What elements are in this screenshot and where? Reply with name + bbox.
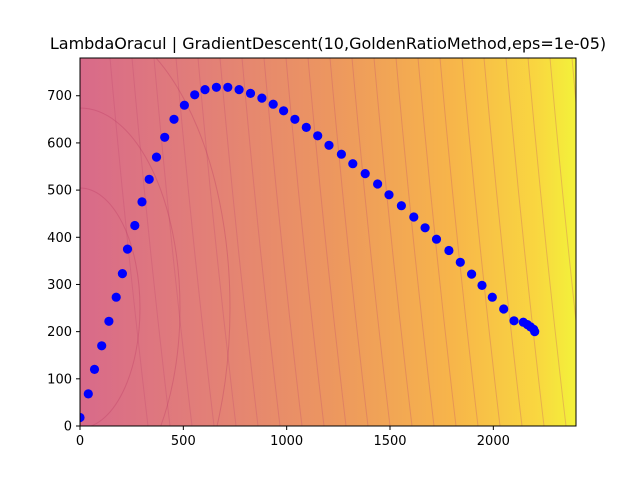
data-point [487, 292, 497, 302]
contour-ellipse [155, 58, 231, 426]
data-point [530, 327, 540, 337]
plot-frame [79, 57, 577, 427]
x-tick-label: 500 [171, 434, 196, 449]
data-point [137, 197, 147, 207]
data-point [324, 140, 334, 150]
contour-line [549, 58, 576, 326]
y-tick-label: 400 [47, 231, 72, 246]
contour-line [219, 58, 259, 426]
y-tick-label: 700 [47, 89, 72, 104]
data-point [455, 257, 465, 267]
data-point [360, 169, 370, 179]
contour-line [373, 58, 413, 426]
data-point [279, 106, 289, 116]
x-tick-label: 1000 [270, 434, 303, 449]
contour-line [439, 58, 479, 426]
contour-line [109, 58, 149, 426]
data-point [348, 159, 358, 169]
contour-ellipse [80, 107, 181, 426]
data-point [234, 85, 244, 95]
data-point [373, 179, 383, 189]
data-point [467, 269, 477, 279]
x-tick-label: 1500 [373, 434, 406, 449]
data-point [200, 85, 210, 95]
data-point [83, 389, 93, 399]
data-point [499, 304, 509, 314]
y-axis: 0 100 200 300 400 500 600 700 [47, 89, 80, 435]
contour-line [131, 58, 171, 426]
x-axis: 0 500 1000 1500 2000 [76, 426, 510, 449]
data-point [396, 201, 406, 211]
contour-line [571, 58, 576, 108]
data-point [169, 114, 179, 124]
contour-line [351, 58, 391, 426]
data-point [384, 190, 394, 200]
data-point [431, 234, 442, 244]
data-point [301, 122, 311, 132]
data-point [223, 82, 233, 92]
contour-line [527, 58, 567, 426]
data-point [245, 88, 256, 98]
data-point [509, 316, 519, 326]
data-point [122, 244, 133, 254]
x-tick-label: 2000 [477, 434, 510, 449]
contour-line [241, 58, 281, 426]
data-point [151, 152, 162, 162]
data-point [111, 292, 121, 302]
data-point [313, 131, 323, 141]
data-point [420, 223, 430, 233]
data-point [89, 364, 100, 374]
data-point [179, 100, 189, 110]
data-point [130, 220, 140, 231]
contour-line [505, 58, 545, 426]
data-point [144, 174, 154, 184]
contour-line [461, 58, 501, 426]
contour-line [285, 58, 325, 426]
chart-title: LambdaOracul | GradientDescent(10,Golden… [50, 34, 606, 53]
data-point [444, 245, 454, 256]
data-point [336, 149, 346, 159]
data-point [257, 93, 267, 103]
contour-line [197, 58, 237, 426]
contour-line [263, 58, 303, 426]
data-point [190, 90, 200, 100]
data-point [160, 132, 170, 142]
y-tick-label: 0 [64, 420, 72, 435]
data-point [290, 114, 300, 124]
y-tick-label: 100 [47, 372, 72, 387]
contour-ellipse [80, 187, 141, 426]
y-tick-label: 600 [47, 136, 72, 151]
y-tick-label: 300 [47, 278, 72, 293]
x-tick-label: 0 [76, 434, 84, 449]
contour-line [329, 58, 369, 426]
data-point [80, 412, 85, 423]
data-point [104, 316, 114, 326]
y-tick-label: 500 [47, 184, 72, 199]
contour-line [153, 58, 193, 426]
data-point [117, 269, 127, 279]
contour-line [395, 58, 435, 426]
y-tick-label: 200 [47, 325, 72, 340]
data-point [268, 99, 278, 109]
data-point [211, 82, 221, 92]
data-point [409, 212, 419, 222]
contour-background [80, 58, 576, 426]
contour-line [307, 58, 347, 426]
data-point [97, 341, 107, 351]
contour-line [483, 58, 523, 426]
data-point [477, 280, 487, 290]
